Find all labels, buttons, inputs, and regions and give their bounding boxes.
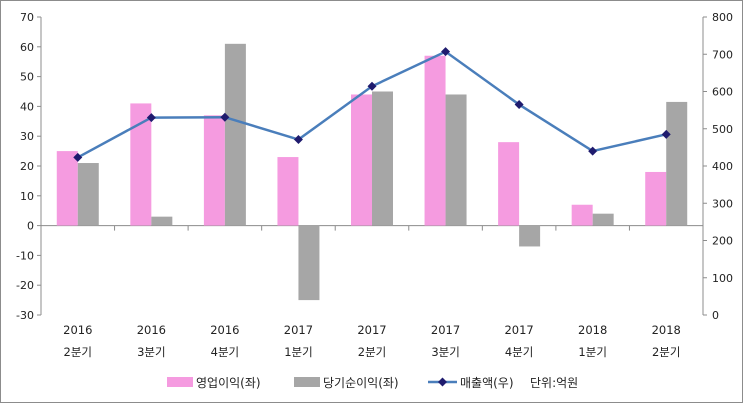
- category-quarter-label: 3분기: [431, 345, 459, 359]
- right-tick-label: 700: [712, 48, 733, 61]
- left-tick-label: 40: [20, 100, 34, 113]
- operating-profit-bar: [203, 115, 225, 226]
- category-year-label: 2017: [357, 323, 386, 337]
- revenue-marker: [293, 135, 303, 145]
- right-tick-label: 400: [712, 160, 733, 173]
- category-quarter-label: 4분기: [505, 345, 533, 359]
- category-year-label: 2017: [504, 323, 533, 337]
- category-year-label: 2016: [137, 323, 166, 337]
- net-income-bar: [77, 163, 99, 226]
- operating-profit-bar: [498, 142, 520, 226]
- legend-label-revenue: 매출액(우): [460, 376, 514, 390]
- right-tick-label: 500: [712, 123, 733, 136]
- left-tick-label: 50: [20, 71, 34, 84]
- category-year-label: 2017: [431, 323, 460, 337]
- operating-profit-bar: [645, 171, 667, 226]
- revenue-marker: [661, 129, 671, 139]
- net-income-bar: [592, 213, 614, 226]
- operating-profit-bar: [130, 103, 152, 226]
- net-income-bar: [519, 225, 541, 247]
- category-quarter-label: 2분기: [652, 345, 680, 359]
- operating-profit-bar: [277, 157, 299, 226]
- category-quarter-label: 1분기: [284, 345, 312, 359]
- unit-label: 단위:억원: [530, 376, 578, 390]
- right-tick-label: 0: [712, 309, 719, 322]
- category-quarter-label: 2분기: [64, 345, 92, 359]
- category-quarter-label: 2분기: [358, 345, 386, 359]
- left-tick-label: -30: [16, 309, 34, 322]
- category-year-label: 2018: [652, 323, 681, 337]
- category-quarter-label: 3분기: [137, 345, 165, 359]
- net-income-bar: [298, 225, 320, 301]
- left-tick-label: -10: [16, 249, 34, 262]
- category-quarter-label: 4분기: [211, 345, 239, 359]
- right-tick-label: 300: [712, 197, 733, 210]
- legend-swatch-net-income: [294, 377, 320, 387]
- category-year-label: 2018: [578, 323, 607, 337]
- net-income-bar: [666, 101, 688, 226]
- right-tick-label: 600: [712, 86, 733, 99]
- legend-label-operating-profit: 영업이익(좌): [196, 376, 261, 390]
- category-year-label: 2016: [63, 323, 92, 337]
- left-tick-label: 20: [20, 160, 34, 173]
- net-income-bar: [224, 43, 246, 226]
- left-tick-label: 30: [20, 130, 34, 143]
- operating-profit-bar: [424, 55, 446, 226]
- right-tick-label: 800: [712, 11, 733, 24]
- left-tick-label: 0: [27, 220, 34, 233]
- operating-profit-bar: [351, 94, 372, 226]
- revenue-marker: [367, 81, 377, 91]
- left-tick-label: 10: [20, 190, 34, 203]
- left-tick-label: 70: [20, 11, 34, 24]
- right-tick-label: 100: [712, 272, 733, 285]
- legend-swatch-operating-profit: [167, 377, 193, 387]
- net-income-bar: [151, 216, 173, 226]
- legend-label-net-income: 당기순이익(좌): [323, 376, 399, 390]
- revenue-marker: [588, 146, 598, 156]
- operating-profit-bar: [56, 151, 78, 226]
- revenue-marker: [220, 112, 230, 122]
- net-income-bar: [372, 91, 393, 226]
- legend-swatch-revenue-marker: [438, 377, 447, 387]
- revenue-marker: [73, 152, 83, 162]
- category-year-label: 2017: [284, 323, 313, 337]
- left-tick-label: 60: [20, 41, 34, 54]
- operating-profit-bar: [571, 204, 593, 226]
- revenue-marker: [441, 47, 451, 57]
- right-tick-label: 200: [712, 235, 733, 248]
- category-year-label: 2016: [210, 323, 239, 337]
- revenue-marker: [146, 113, 156, 123]
- left-tick-label: -20: [16, 279, 34, 292]
- category-quarter-label: 1분기: [578, 345, 606, 359]
- net-income-bar: [445, 94, 467, 226]
- revenue-marker: [514, 100, 524, 110]
